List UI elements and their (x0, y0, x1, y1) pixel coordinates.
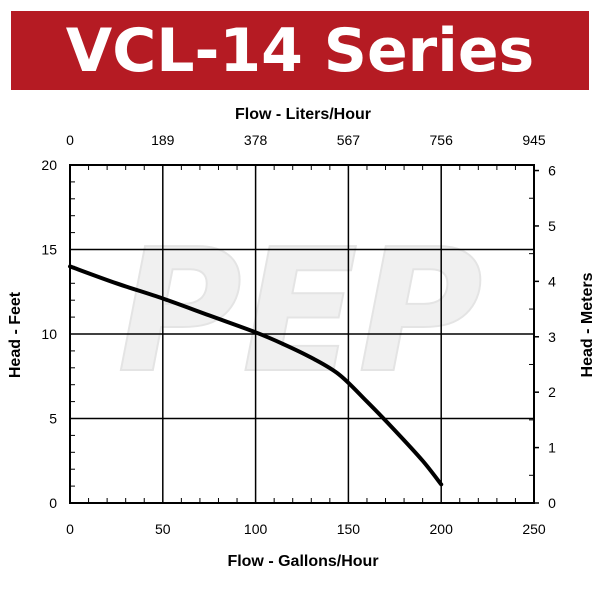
x-tick-label: 150 (337, 521, 361, 537)
y2-tick-label: 5 (548, 218, 556, 234)
x-tick-label: 250 (522, 521, 546, 537)
grid (70, 165, 534, 503)
plot-border (69, 164, 535, 504)
watermark-logo: PEP (116, 212, 483, 412)
plot-frame (69, 164, 535, 504)
x-tick-label: 100 (244, 521, 268, 537)
bottom-axis-title: Flow - Gallons/Hour (227, 553, 378, 570)
x2-tick-label: 756 (430, 132, 454, 148)
y-tick-label: 20 (41, 157, 57, 173)
top-axis-title: Flow - Liters/Hour (235, 106, 371, 123)
y-tick-label: 10 (41, 326, 57, 342)
x2-tick-label: 567 (337, 132, 361, 148)
x2-tick-label: 378 (244, 132, 268, 148)
chart-title: VCL-14 Series (65, 15, 535, 86)
x-tick-label: 50 (155, 521, 171, 537)
performance-curve (68, 264, 444, 487)
y2-tick-label: 6 (548, 163, 556, 179)
x-tick-label: 0 (66, 521, 74, 537)
watermark-text: PEP (117, 213, 482, 411)
y2-tick-label: 2 (548, 384, 556, 400)
left-axis-title: Head - Feet (7, 291, 24, 378)
y2-tick-label: 1 (548, 440, 556, 456)
y-tick-label: 5 (49, 411, 57, 427)
x2-tick-label: 189 (151, 132, 175, 148)
y-tick-label: 15 (41, 242, 57, 258)
y-tick-label: 0 (49, 495, 57, 511)
right-axis-title: Head - Meters (579, 272, 596, 377)
y2-tick-label: 3 (548, 329, 556, 345)
x2-tick-label: 945 (522, 132, 546, 148)
x2-tick-label: 0 (66, 132, 74, 148)
y2-tick-label: 4 (548, 273, 556, 289)
title-banner: VCL-14 Series (11, 11, 589, 90)
curve (68, 264, 444, 487)
y2-tick-label: 0 (548, 495, 556, 511)
x-tick-label: 200 (430, 521, 454, 537)
